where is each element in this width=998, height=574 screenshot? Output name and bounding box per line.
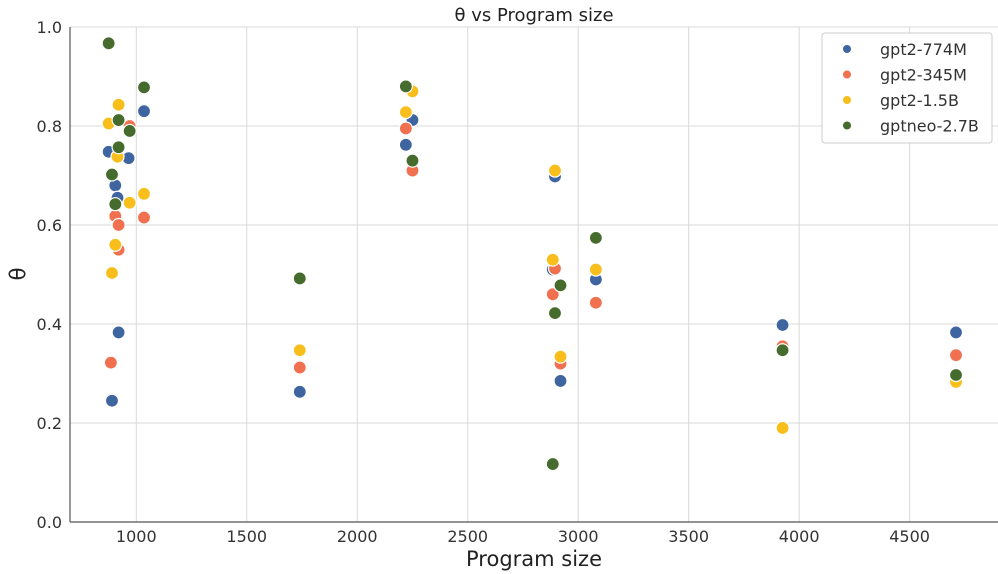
- legend-marker: [843, 45, 851, 53]
- data-point: [545, 252, 560, 267]
- data-point: [588, 295, 603, 310]
- data-point: [292, 384, 307, 399]
- x-axis-title: Program size: [466, 547, 602, 571]
- y-tick-label: 0.6: [37, 216, 62, 235]
- data-point: [553, 349, 568, 364]
- legend-label: gpt2-774M: [880, 40, 967, 59]
- data-point: [111, 97, 126, 112]
- data-point: [292, 271, 307, 286]
- data-point: [547, 163, 563, 178]
- data-point: [398, 79, 413, 94]
- data-point: [292, 360, 307, 375]
- x-tick-label: 1500: [226, 527, 267, 546]
- data-point: [948, 348, 964, 363]
- data-point: [104, 265, 120, 281]
- legend-label: gpt2-1.5B: [880, 91, 959, 110]
- data-point: [588, 262, 603, 277]
- data-point: [398, 137, 413, 152]
- data-point: [775, 420, 790, 436]
- y-tick-label: 0.8: [37, 117, 62, 136]
- legend-marker: [843, 70, 851, 79]
- data-points: [101, 36, 964, 472]
- data-point: [111, 217, 126, 233]
- data-point: [405, 153, 420, 168]
- data-point: [111, 140, 126, 155]
- y-tick-labels: 0.0 0.2 0.4 0.6 0.8 1.0: [37, 18, 62, 532]
- data-point: [111, 112, 126, 128]
- data-point: [104, 167, 120, 182]
- data-point: [398, 105, 413, 120]
- data-point: [108, 237, 123, 252]
- x-tick-label: 1000: [116, 527, 157, 546]
- data-point: [775, 343, 790, 358]
- legend-box: [821, 32, 993, 144]
- data-point: [111, 325, 126, 340]
- x-tick-label: 2500: [447, 527, 488, 546]
- data-point: [101, 36, 116, 51]
- data-point: [104, 393, 120, 408]
- y-tick-label: 1.0: [37, 18, 62, 37]
- data-point: [122, 123, 137, 139]
- data-point: [545, 456, 560, 472]
- x-tick-label: 4500: [889, 527, 930, 546]
- axes: [69, 27, 998, 523]
- data-point: [398, 121, 413, 136]
- legend-label: gpt2-345M: [880, 66, 967, 85]
- data-point: [136, 80, 152, 95]
- x-tick-label: 3000: [558, 527, 599, 546]
- data-point: [547, 306, 563, 321]
- y-axis-title: θ: [6, 268, 30, 281]
- data-point: [108, 197, 123, 212]
- data-point: [103, 355, 118, 370]
- legend: gpt2-774M gpt2-345M gpt2-1.5B gptneo-2.7B: [821, 32, 993, 144]
- y-tick-label: 0.4: [37, 315, 62, 334]
- y-tick-label: 0.2: [37, 414, 62, 433]
- data-point: [136, 210, 152, 225]
- legend-label: gptneo-2.7B: [880, 117, 979, 136]
- legend-marker: [843, 96, 851, 104]
- data-point: [588, 230, 603, 245]
- x-tick-label: 2000: [337, 527, 378, 546]
- data-point: [948, 367, 964, 383]
- data-point: [948, 325, 964, 340]
- legend-marker: [843, 121, 851, 130]
- data-point: [775, 317, 790, 333]
- x-tick-labels: 1000 1500 2000 2500 3000 3500 4000 4500: [116, 527, 930, 546]
- x-tick-label: 4000: [779, 527, 820, 546]
- y-tick-label: 0.0: [37, 513, 62, 532]
- x-tick-label: 3500: [668, 527, 709, 546]
- data-point: [122, 195, 137, 210]
- data-point: [136, 186, 152, 201]
- chart-title: θ vs Program size: [454, 5, 613, 26]
- data-point: [292, 343, 307, 358]
- data-point: [136, 104, 152, 119]
- data-point: [553, 278, 568, 293]
- data-point: [545, 287, 560, 302]
- data-point: [553, 373, 568, 389]
